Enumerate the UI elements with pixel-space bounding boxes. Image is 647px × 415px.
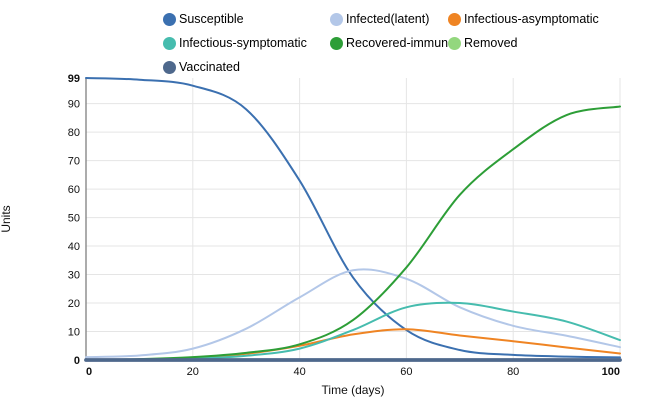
legend-item-infectious-symptomatic[interactable]: Infectious-symptomatic: [163, 36, 330, 51]
x-axis-title: Time (days): [321, 383, 385, 397]
legend-item-recovered-immune[interactable]: Recovered-immune: [330, 36, 455, 51]
legend-item-infectious-asymptomatic[interactable]: Infectious-asymptomatic: [448, 12, 599, 27]
legend-item-vaccinated[interactable]: Vaccinated: [163, 60, 330, 75]
x-axis-tick-label: 100: [602, 366, 620, 378]
legend-swatch-icon: [448, 37, 461, 50]
series-line-susceptible: [85, 77, 621, 359]
legend-label: Susceptible: [179, 12, 244, 26]
legend-swatch-icon: [330, 13, 343, 26]
y-axis-tick-label: 70: [68, 156, 80, 168]
y-axis-title: Units: [0, 205, 13, 233]
y-axis-tick-label: 80: [68, 127, 80, 139]
legend-swatch-icon: [448, 13, 461, 26]
legend-swatch-icon: [163, 61, 176, 74]
legend-swatch-icon: [163, 37, 176, 50]
y-axis-tick-label: 30: [68, 270, 80, 282]
x-axis-tick-label: 40: [293, 366, 305, 378]
legend-label: Recovered-immune: [346, 36, 456, 50]
x-axis-tick-label: 20: [187, 366, 199, 378]
y-axis-tick-label: 20: [68, 298, 80, 310]
legend-label: Removed: [464, 36, 518, 50]
y-axis-tick-label: 0: [74, 355, 80, 367]
legend-item-removed[interactable]: Removed: [448, 36, 599, 51]
legend-label: Infectious-asymptomatic: [464, 12, 599, 26]
legend-label: Infectious-symptomatic: [179, 36, 307, 50]
x-axis-tick-label: 60: [400, 366, 412, 378]
legend-label: Infected(latent): [346, 12, 430, 26]
legend-label: Vaccinated: [179, 60, 240, 74]
x-axis-tick-label: 0: [86, 366, 92, 378]
legend-item-susceptible[interactable]: Susceptible: [163, 12, 330, 27]
y-axis-tick-label: 40: [68, 241, 80, 253]
series-line-recovered-immune: [85, 105, 621, 361]
y-axis-tick-label: 50: [68, 213, 80, 225]
chart-legend: Susceptible Infected(latent) Infectious-as…: [163, 12, 599, 75]
legend-swatch-icon: [330, 37, 343, 50]
y-axis-tick-label: 60: [68, 184, 80, 196]
y-axis-tick-label: 10: [68, 327, 80, 339]
legend-swatch-icon: [163, 13, 176, 26]
series-line-infected-latent-: [85, 268, 621, 359]
y-axis-tick-label: 90: [68, 99, 80, 111]
legend-item-infected-latent-[interactable]: Infected(latent): [330, 12, 448, 27]
y-axis-tick-label: 99: [68, 73, 80, 85]
x-axis-tick-label: 80: [507, 366, 519, 378]
